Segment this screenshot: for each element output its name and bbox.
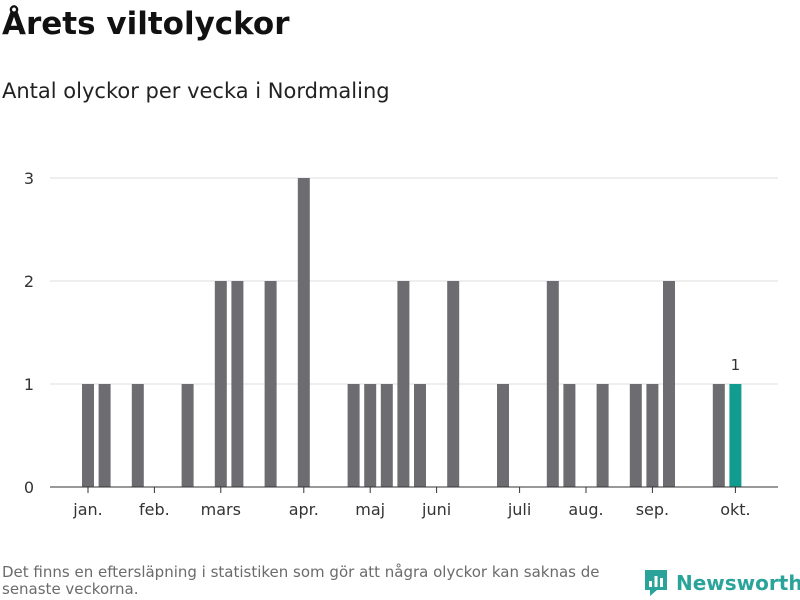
- bar: [380, 384, 393, 487]
- bar: [414, 384, 426, 487]
- x-tick-label: sep.: [636, 500, 669, 519]
- chart-title: Årets viltolyckor: [2, 6, 290, 42]
- bar: [646, 384, 659, 487]
- x-tick-label: maj: [355, 500, 385, 519]
- bar: [546, 281, 559, 487]
- x-tick-label: aug.: [568, 500, 603, 519]
- bar: [497, 384, 509, 487]
- bar: [364, 384, 377, 487]
- bar: [264, 281, 277, 487]
- newsworthy-logo-label: Newsworthy: [676, 571, 800, 595]
- bar: [231, 281, 244, 487]
- x-tick-label: mars: [201, 500, 241, 519]
- bar: [347, 384, 360, 487]
- bar: [663, 281, 675, 487]
- x-tick-label: okt.: [720, 500, 750, 519]
- bar: [181, 384, 194, 487]
- chart-subtitle: Antal olyckor per vecka i Nordmaling: [2, 79, 390, 103]
- bar: [98, 384, 111, 487]
- bar: [131, 384, 144, 487]
- y-tick-label: 2: [24, 272, 34, 291]
- y-tick-label: 1: [24, 375, 34, 394]
- bar: [596, 384, 609, 487]
- bar: [397, 281, 410, 487]
- x-tick-label: juni: [421, 500, 451, 519]
- bar: [563, 384, 576, 487]
- x-tick-label: feb.: [139, 500, 170, 519]
- y-tick-label: 0: [24, 478, 34, 497]
- x-tick-label: apr.: [289, 500, 319, 519]
- footnote: Det finns en eftersläpning i statistiken…: [2, 563, 600, 598]
- bar-chart: 0 1 2 3 1 jan. feb. mars apr. maj juni juli aug. sep.…: [24, 169, 778, 519]
- bar: [447, 281, 460, 487]
- newsworthy-logo-icon: [645, 570, 667, 596]
- bar: [629, 384, 642, 487]
- newsworthy-logo: Newsworthy: [643, 568, 800, 598]
- bar-highlight: [729, 384, 742, 487]
- x-tick-label: juli: [507, 500, 531, 519]
- bar: [297, 178, 310, 487]
- bar: [712, 384, 725, 487]
- bar: [82, 384, 94, 487]
- x-tick-label: jan.: [72, 500, 102, 519]
- bar: [214, 281, 227, 487]
- data-label: 1: [731, 356, 741, 374]
- y-tick-label: 3: [24, 169, 34, 188]
